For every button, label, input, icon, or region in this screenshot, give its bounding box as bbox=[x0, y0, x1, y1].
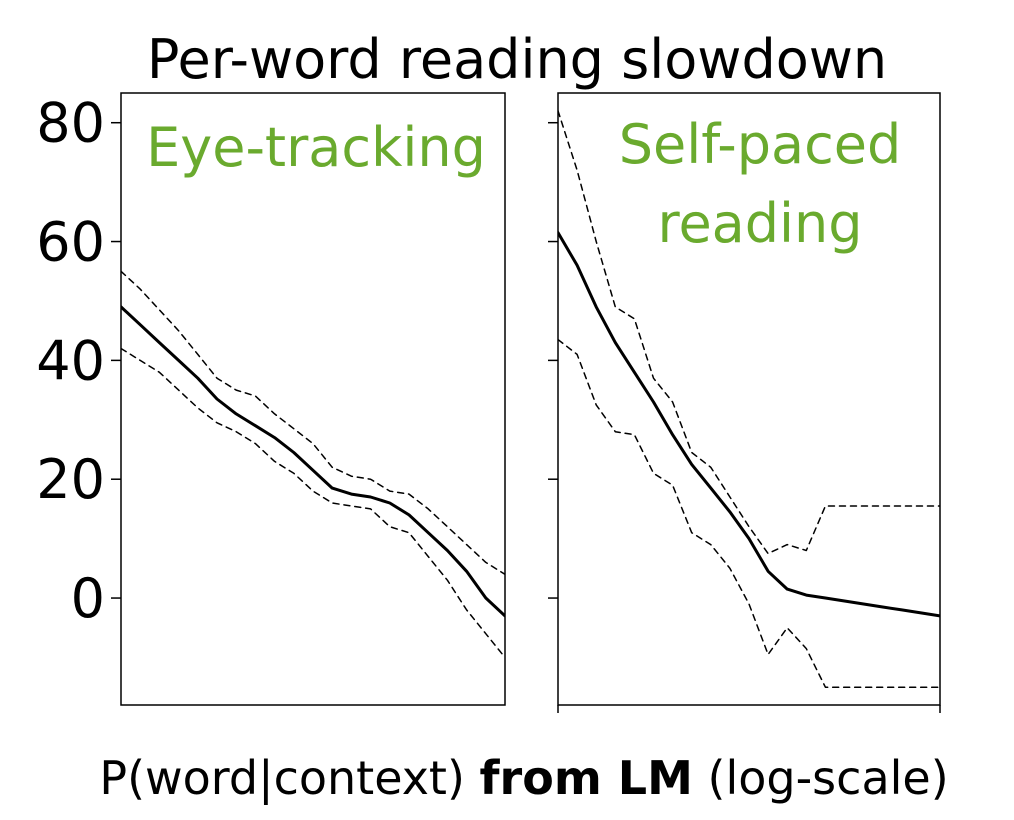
panel-frame-eye-tracking bbox=[120, 92, 506, 706]
chart-title: Per-word reading slowdown bbox=[147, 28, 887, 91]
series-line-lower bbox=[121, 347, 505, 659]
x-axis-label-bold: from LM bbox=[480, 751, 693, 805]
x-axis-label: P(word|context) from LM (log-scale) bbox=[99, 751, 948, 806]
x-axis-end-ticks bbox=[557, 705, 941, 713]
series-line-upper bbox=[558, 110, 940, 555]
panel-label-self-paced-line-1: Self-paced bbox=[619, 113, 902, 176]
series-line-lower bbox=[558, 338, 940, 688]
panel-eye-tracking: 0 20 40 60 80 Eye-tracking bbox=[36, 92, 506, 706]
panel-label-eye-tracking: Eye-tracking bbox=[146, 116, 486, 179]
panel-self-paced-reading: Self-paced reading bbox=[548, 92, 941, 713]
y-tick-label-20: 20 bbox=[36, 448, 105, 511]
series-line-upper bbox=[121, 270, 505, 576]
y-tick-label-40: 40 bbox=[36, 329, 105, 392]
y-axis: 0 20 40 60 80 bbox=[36, 92, 121, 630]
lines-eye-tracking bbox=[121, 270, 505, 659]
x-axis-label-prefix: P(word|context) bbox=[99, 751, 479, 806]
y-axis-ticks-only bbox=[548, 121, 558, 599]
series-line-estimate bbox=[121, 305, 505, 618]
panel-frame-self-paced-reading bbox=[557, 92, 941, 706]
y-tick-label-80: 80 bbox=[36, 92, 105, 155]
x-axis-label-suffix: (log-scale) bbox=[693, 751, 949, 805]
series-line-estimate bbox=[558, 231, 940, 618]
panel-label-self-paced-line-2: reading bbox=[657, 192, 862, 255]
y-tick-label-0: 0 bbox=[71, 567, 105, 630]
y-tick-label-60: 60 bbox=[36, 211, 105, 274]
lines-self-paced-reading bbox=[558, 110, 940, 688]
